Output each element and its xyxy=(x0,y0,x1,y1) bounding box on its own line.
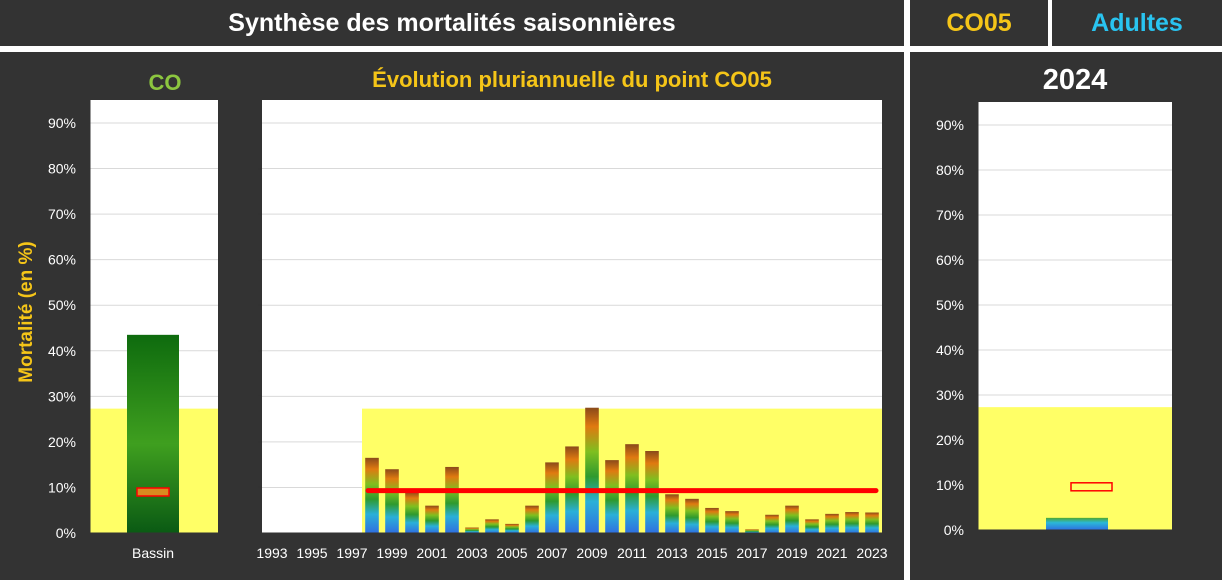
bar-2000 xyxy=(405,492,419,533)
category-label: Adultes xyxy=(1091,8,1183,37)
x-tick-label: 2021 xyxy=(816,545,847,561)
y-tick-label: 30% xyxy=(936,387,964,403)
y-tick-label: 60% xyxy=(48,252,76,268)
bar-1998 xyxy=(365,457,379,533)
reference-band xyxy=(362,408,882,533)
y-tick-label: 0% xyxy=(944,522,964,538)
y-tick-label: 20% xyxy=(936,432,964,448)
y-tick-label: 0% xyxy=(56,525,76,541)
x-tick-label: 2013 xyxy=(656,545,687,561)
y-tick-label: 80% xyxy=(48,161,76,177)
bar-bassin xyxy=(127,334,179,533)
x-tick-label: 2023 xyxy=(856,545,887,561)
bar-2022 xyxy=(845,512,859,533)
bar-2007 xyxy=(545,462,559,533)
y-axis-title: Mortalité (en %) xyxy=(16,241,37,382)
middle-panel-title: Évolution pluriannuelle du point CO05 xyxy=(372,67,772,92)
bar-2013 xyxy=(665,494,679,533)
bar-2001 xyxy=(425,505,439,533)
x-tick-label: 2011 xyxy=(617,545,647,561)
bar-2005 xyxy=(505,523,519,533)
bar-2024 xyxy=(1046,517,1108,530)
y-tick-label: 50% xyxy=(936,297,964,313)
station-badge: CO05 xyxy=(910,0,1048,46)
bar-2010 xyxy=(605,460,619,533)
x-tick-label: 2001 xyxy=(416,545,447,561)
bar-2018 xyxy=(765,514,779,533)
y-tick-label: 70% xyxy=(48,206,76,222)
y-tick-label: 50% xyxy=(48,297,76,313)
bar-2003 xyxy=(465,527,479,533)
bar-2006 xyxy=(525,505,539,533)
category-badge: Adultes xyxy=(1052,0,1222,46)
x-tick-label: 1999 xyxy=(376,545,407,561)
y-tick-label: 70% xyxy=(936,207,964,223)
main-title-bar: Synthèse des mortalités saisonnières xyxy=(0,0,904,46)
marker-bassin xyxy=(136,487,170,497)
bar-2014 xyxy=(685,498,699,533)
x-tick-label: 2009 xyxy=(576,545,607,561)
bar-2017 xyxy=(745,529,759,533)
station-label: CO05 xyxy=(946,8,1012,37)
bar-1999 xyxy=(385,469,399,533)
x-tick-label: Bassin xyxy=(132,545,174,561)
marker-2024 xyxy=(1070,482,1113,492)
reference-band xyxy=(978,407,1172,530)
bar-2019 xyxy=(785,505,799,533)
y-tick-label: 30% xyxy=(48,388,76,404)
y-tick-label: 90% xyxy=(48,115,76,131)
y-tick-label: 40% xyxy=(48,343,76,359)
right-panel-title: 2024 xyxy=(1042,64,1108,96)
x-tick-label: 1997 xyxy=(336,545,367,561)
bar-2002 xyxy=(445,466,459,533)
x-tick-label: 2017 xyxy=(736,545,767,561)
y-tick-label: 20% xyxy=(48,434,76,450)
bar-2023 xyxy=(865,512,879,533)
bar-2004 xyxy=(485,519,499,533)
y-tick-label: 90% xyxy=(936,117,964,133)
y-tick-label: 10% xyxy=(48,479,76,495)
x-tick-label: 2007 xyxy=(536,545,567,561)
bar-2016 xyxy=(725,511,739,533)
x-tick-label: 1993 xyxy=(256,545,287,561)
x-tick-label: 1995 xyxy=(296,545,327,561)
x-tick-label: 2019 xyxy=(776,545,807,561)
x-tick-label: 2005 xyxy=(496,545,527,561)
left-panel-title: CO xyxy=(148,70,182,95)
bar-2009 xyxy=(585,407,599,533)
y-tick-label: 10% xyxy=(936,477,964,493)
y-tick-label: 80% xyxy=(936,162,964,178)
y-tick-label: 60% xyxy=(936,252,964,268)
y-tick-label: 40% xyxy=(936,342,964,358)
bar-2021 xyxy=(825,513,839,533)
bar-2015 xyxy=(705,507,719,533)
x-tick-label: 2015 xyxy=(696,545,727,561)
x-tick-label: 2003 xyxy=(456,545,487,561)
main-title: Synthèse des mortalités saisonnières xyxy=(228,8,676,37)
bar-2020 xyxy=(805,519,819,533)
